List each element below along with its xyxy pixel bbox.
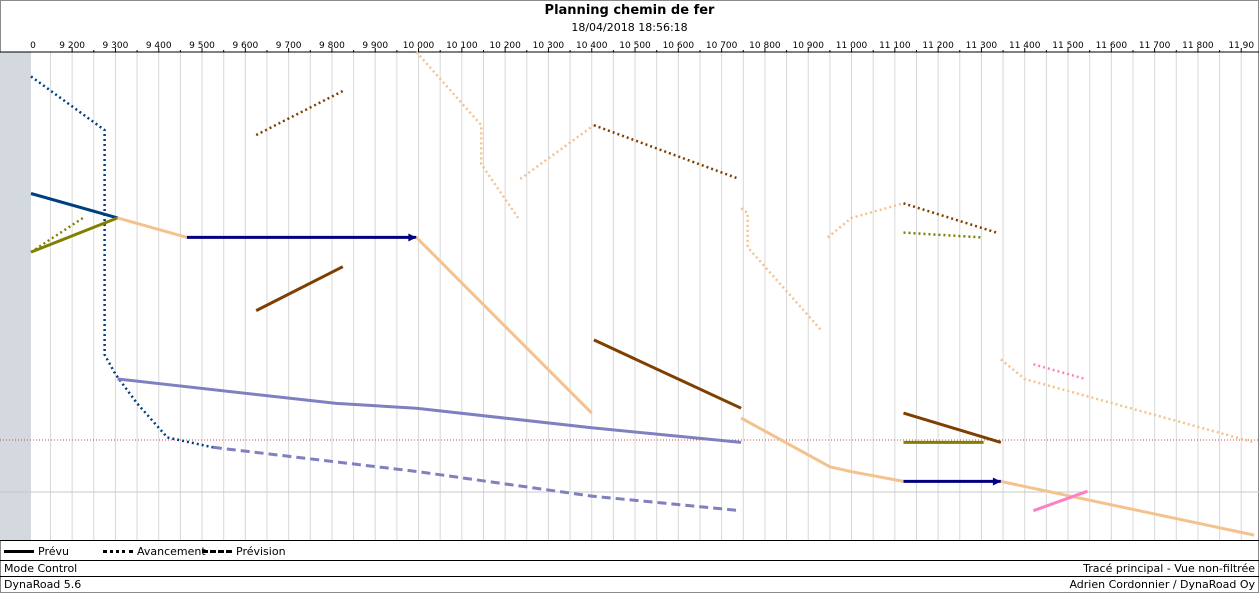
dashed-line-icon	[202, 549, 232, 553]
series-line-23	[1000, 479, 1255, 537]
series-line-15	[740, 207, 823, 332]
mode-label: Mode Control	[4, 562, 78, 575]
x-tick-label: 11 400	[1009, 41, 1041, 51]
series-line-17	[826, 202, 904, 239]
x-tick-label: 10 700	[706, 41, 738, 51]
series-line-16	[740, 416, 904, 483]
view-label: Tracé principal - Vue non-filtrée	[1083, 562, 1255, 575]
x-tick-label: 10 300	[533, 41, 565, 51]
series-line-19	[903, 231, 982, 239]
status-bar-bottom: DynaRoad 5.6 Adrien Cordonnier / DynaRoa…	[0, 576, 1259, 592]
x-tick-label: 11 300	[966, 41, 998, 51]
series-arrow-22	[992, 477, 1001, 486]
legend-label-forecast: Prévision	[236, 544, 286, 558]
x-tick-label: 9 300	[103, 41, 129, 51]
chart-header: Planning chemin de fer 18/04/2018 18:56:…	[0, 0, 1259, 36]
legend: Prévu Avancement Prévision	[0, 540, 1259, 560]
series-arrow-5	[408, 233, 417, 242]
series-line-6	[415, 236, 593, 415]
series-line-7	[255, 89, 344, 137]
series-line-25	[1033, 363, 1086, 381]
series-line-18	[903, 202, 997, 234]
x-tick-label: 10 500	[619, 41, 651, 51]
series-line-12	[117, 377, 742, 444]
chart-timestamp: 18/04/2018 18:56:18	[571, 21, 688, 34]
x-tick-label: 9 800	[319, 41, 345, 51]
legend-label-planned: Prévu	[38, 544, 69, 558]
series-line-3	[30, 216, 119, 254]
series-line-1	[30, 192, 119, 220]
x-tick-label: 11 500	[1052, 41, 1084, 51]
x-tick-label: 11 700	[1139, 41, 1171, 51]
dotted-line-icon	[103, 549, 133, 553]
series-line-4	[117, 216, 188, 239]
series-line-26	[1032, 489, 1089, 513]
x-tick-label: 10 100	[446, 41, 478, 51]
x-tick-label: 9 500	[189, 41, 215, 51]
legend-item-forecast: Prévision	[202, 544, 286, 558]
x-tick-label: 9 200	[59, 41, 85, 51]
x-axis: 0 9 200 9 300 9 400 9 500 9 600 9 700 9 800 9 90…	[0, 41, 1259, 53]
series-line-11	[593, 124, 740, 181]
x-tick-label: 10 600	[663, 41, 695, 51]
series-line-20	[903, 411, 1002, 444]
version-label: DynaRoad 5.6	[4, 578, 82, 591]
status-bar-top: Mode Control Tracé principal - Vue non-f…	[0, 560, 1259, 576]
x-tick-label: 10 000	[403, 41, 435, 51]
series-line-2	[30, 216, 84, 254]
x-tick-label: 11 90	[1228, 41, 1254, 51]
series-line-0	[30, 75, 214, 449]
series-layer	[30, 51, 1255, 537]
x-tick-label: 10 200	[489, 41, 521, 51]
series-line-13	[212, 445, 742, 513]
x-tick-label: 10 800	[749, 41, 781, 51]
author-label: Adrien Cordonnier / DynaRoad Oy	[1069, 578, 1255, 591]
left-margin-band	[0, 52, 31, 540]
series-line-9	[415, 51, 520, 219]
series-line-10	[519, 124, 595, 180]
x-tick-label: 9 700	[276, 41, 302, 51]
x-tick-label: 9 900	[362, 41, 388, 51]
x-tick-label: 10 900	[792, 41, 824, 51]
x-tick-label: 11 200	[922, 41, 954, 51]
x-tick-label: 0	[30, 41, 36, 51]
x-tick-label: 11 000	[836, 41, 868, 51]
legend-label-progress: Avancement	[137, 544, 206, 558]
grid	[0, 52, 1259, 540]
x-tick-label: 9 400	[146, 41, 172, 51]
legend-item-progress: Avancement	[103, 544, 206, 558]
series-line-14	[593, 338, 742, 410]
series-line-8	[255, 265, 344, 312]
x-tick-label: 10 400	[576, 41, 608, 51]
x-tick-label: 9 600	[232, 41, 258, 51]
x-tick-label: 11 100	[879, 41, 911, 51]
legend-item-planned: Prévu	[4, 544, 69, 558]
x-tick-label: 11 600	[1096, 41, 1128, 51]
chart-title: Planning chemin de fer	[544, 3, 715, 18]
solid-line-icon	[4, 549, 34, 553]
x-tick-label: 11 800	[1182, 41, 1214, 51]
railway-planning-chart[interactable]: 0 9 200 9 300 9 400 9 500 9 600 9 700 9 800 9 90…	[0, 36, 1259, 540]
series-line-24	[1000, 358, 1255, 444]
